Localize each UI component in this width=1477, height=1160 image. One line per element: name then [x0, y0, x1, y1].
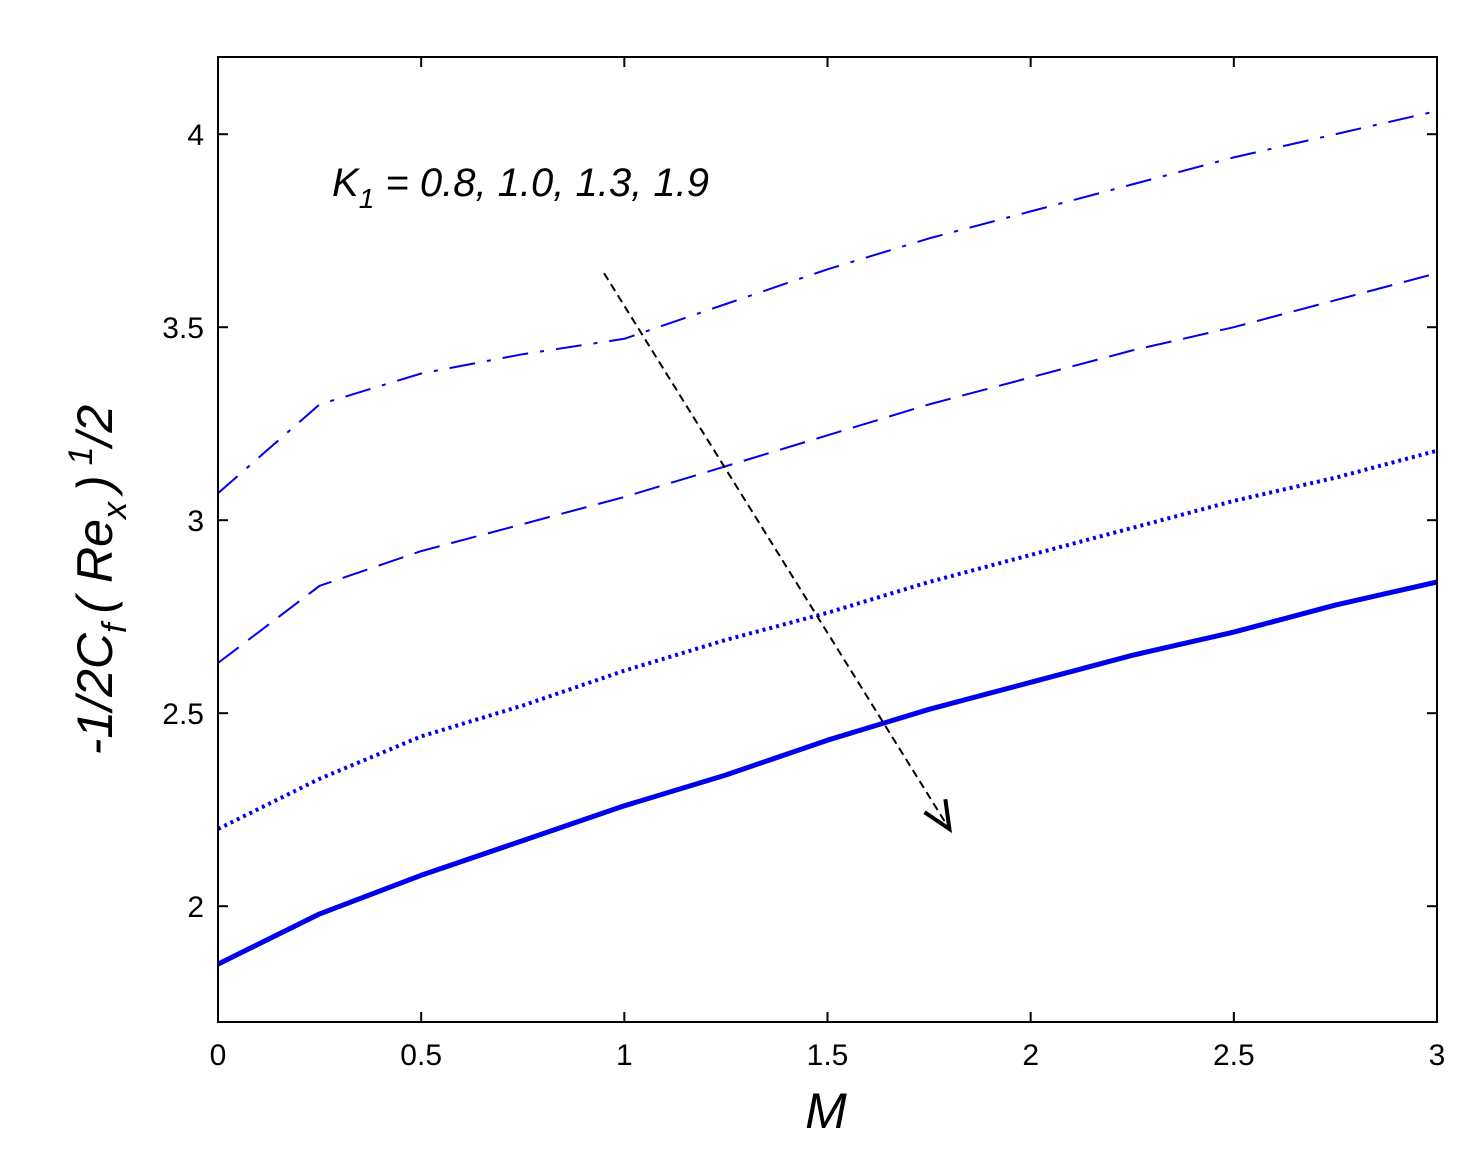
- arrow-layer: [603, 272, 952, 834]
- annotation-subscript: 1: [359, 183, 375, 214]
- y-tick-label: 4: [187, 119, 204, 152]
- annotation-k1: K1 = 0.8, 1.0, 1.3, 1.9: [332, 161, 709, 214]
- y-tick-label: 3.5: [162, 312, 204, 345]
- y-label-sup: 1: [62, 446, 100, 465]
- annotation-symbol: K: [332, 161, 361, 205]
- y-axis-label: -1/2Cf( Rex)1/2: [62, 405, 134, 756]
- series-line-solid: [216, 579, 1438, 967]
- x-tick-label: 2.5: [1213, 1039, 1255, 1072]
- y-tick-label: 2.5: [162, 698, 204, 731]
- y-label-tail: /2: [67, 405, 123, 450]
- x-tick-label: 3: [1429, 1039, 1446, 1072]
- y-tick-label: 3: [187, 505, 204, 538]
- y-label-paren-close: ): [67, 475, 123, 497]
- x-tick-label: 1: [616, 1039, 633, 1072]
- trend-arrow-shaft: [603, 272, 951, 830]
- x-axis-label: M: [805, 1083, 847, 1139]
- x-tick-label: 0: [210, 1039, 227, 1072]
- y-label-main: -1/2C: [67, 632, 123, 755]
- x-tick-label: 0.5: [400, 1039, 442, 1072]
- series-line-dashed: [217, 272, 1438, 664]
- y-label-paren-open: ( Re: [67, 519, 123, 613]
- series-layer: [216, 110, 1438, 967]
- trend-arrow-head: [923, 799, 952, 834]
- x-tick-label: 1.5: [807, 1039, 849, 1072]
- annotation-values: = 0.8, 1.0, 1.3, 1.9: [374, 161, 709, 205]
- tick-layer: 0 0.5 1 1.5 2 2.5 3 2 2.5 3 3.5 4: [162, 57, 1445, 1072]
- svg-text:-1/2Cf( Rex)1/2: -1/2Cf( Rex)1/2: [62, 405, 134, 756]
- series-line-dashdot: [217, 110, 1438, 494]
- x-tick-label: 2: [1022, 1039, 1039, 1072]
- y-tick-label: 2: [187, 891, 204, 924]
- y-label-sub-x: x: [96, 501, 134, 521]
